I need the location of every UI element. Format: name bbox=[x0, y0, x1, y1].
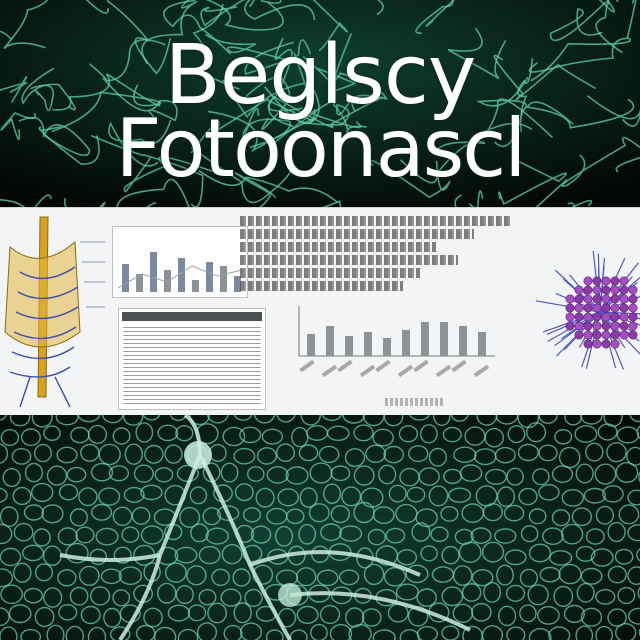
data-table-icon bbox=[118, 308, 266, 410]
title-line-1: Beglscy bbox=[164, 28, 477, 123]
bar-chart-main-icon bbox=[298, 306, 495, 378]
caption-text bbox=[385, 398, 445, 406]
neuron-network-background-bottom bbox=[0, 415, 640, 640]
neuron-network-background-top bbox=[0, 0, 640, 215]
neuron-soma-icon bbox=[184, 441, 212, 469]
figure-panel bbox=[0, 207, 640, 419]
bar-chart-top-icon bbox=[112, 226, 248, 298]
paragraph-block bbox=[240, 216, 512, 308]
skeleton-illustration-icon bbox=[4, 216, 105, 408]
molecule-illustration-icon bbox=[535, 250, 640, 370]
title-line-2: Fotoonascl bbox=[115, 102, 527, 195]
